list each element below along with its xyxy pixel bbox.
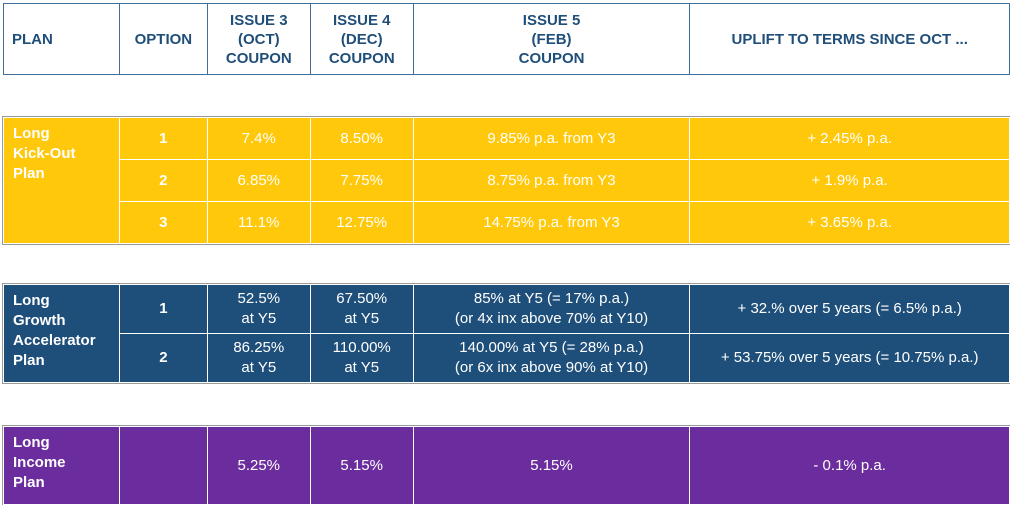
header-option: OPTION bbox=[118, 3, 208, 75]
table-row: 2 6.85% 7.75% 8.75% p.a. from Y3 + 1.9% … bbox=[4, 159, 1010, 202]
issue5-cell: 8.75% p.a. from Y3 bbox=[412, 159, 691, 202]
issue5-cell: 85% at Y5 (= 17% p.a.) (or 4x inx above … bbox=[412, 284, 691, 334]
issue3-cell: 11.1% bbox=[206, 201, 311, 244]
option-cell: 1 bbox=[118, 284, 208, 334]
table-row: Long Income Plan 5.25% 5.15% 5.15% - 0.1… bbox=[3, 426, 1010, 505]
uplift-cell: - 0.1% p.a. bbox=[689, 426, 1010, 505]
issue4-cell: 12.75% bbox=[309, 201, 414, 244]
table-row: Long Kick-Out Plan 1 7.4% 8.50% 9.85% p.… bbox=[3, 117, 1010, 244]
growth-plan-name: Long Growth Accelerator Plan bbox=[3, 284, 120, 383]
uplift-cell: + 53.75% over 5 years (= 10.75% p.a.) bbox=[689, 333, 1010, 383]
uplift-cell: + 32.% over 5 years (= 6.5% p.a.) bbox=[689, 284, 1010, 334]
issue4-cell: 8.50% bbox=[309, 117, 414, 160]
header-issue5: ISSUE 5 (FEB) COUPON bbox=[412, 3, 691, 75]
issue4-cell: 7.75% bbox=[309, 159, 414, 202]
issue5-cell: 14.75% p.a. from Y3 bbox=[412, 201, 691, 244]
income-plan-table: Long Income Plan 5.25% 5.15% 5.15% - 0.1… bbox=[2, 425, 1010, 505]
issue5-cell: 9.85% p.a. from Y3 bbox=[412, 117, 691, 160]
income-plan-name: Long Income Plan bbox=[3, 426, 120, 505]
header-issue3: ISSUE 3 (OCT) COUPON bbox=[206, 3, 311, 75]
option-cell: 2 bbox=[118, 333, 208, 383]
kickout-plan-name: Long Kick-Out Plan bbox=[3, 117, 120, 244]
header-plan: PLAN bbox=[3, 3, 120, 75]
issue3-cell: 6.85% bbox=[206, 159, 311, 202]
issue3-cell: 7.4% bbox=[206, 117, 311, 160]
uplift-cell: + 1.9% p.a. bbox=[689, 159, 1010, 202]
header-table: PLAN OPTION ISSUE 3 (OCT) COUPON ISSUE 4… bbox=[3, 3, 1010, 75]
table-row: 3 11.1% 12.75% 14.75% p.a. from Y3 + 3.6… bbox=[4, 201, 1010, 244]
uplift-cell: + 2.45% p.a. bbox=[689, 117, 1010, 160]
growth-plan-table: Long Growth Accelerator Plan 1 52.5% at … bbox=[2, 283, 1010, 384]
table-row: Long Growth Accelerator Plan 1 52.5% at … bbox=[3, 284, 1010, 383]
header-row: PLAN OPTION ISSUE 3 (OCT) COUPON ISSUE 4… bbox=[3, 3, 1010, 75]
table-row: 2 86.25% at Y5 110.00% at Y5 140.00% at … bbox=[4, 333, 1010, 383]
issue4-cell: 67.50% at Y5 bbox=[309, 284, 414, 334]
kickout-plan-table: Long Kick-Out Plan 1 7.4% 8.50% 9.85% p.… bbox=[2, 116, 1010, 245]
option-cell bbox=[118, 426, 208, 505]
option-cell: 1 bbox=[118, 117, 208, 160]
issue3-cell: 86.25% at Y5 bbox=[206, 333, 311, 383]
uplift-cell: + 3.65% p.a. bbox=[689, 201, 1010, 244]
option-cell: 3 bbox=[118, 201, 208, 244]
issue4-cell: 5.15% bbox=[309, 426, 414, 505]
option-cell: 2 bbox=[118, 159, 208, 202]
issue3-cell: 52.5% at Y5 bbox=[206, 284, 311, 334]
issue5-cell: 5.15% bbox=[412, 426, 691, 505]
issue5-cell: 140.00% at Y5 (= 28% p.a.) (or 6x inx ab… bbox=[412, 333, 691, 383]
header-uplift: UPLIFT TO TERMS SINCE OCT ... bbox=[689, 3, 1010, 75]
issue3-cell: 5.25% bbox=[206, 426, 311, 505]
header-issue4: ISSUE 4 (DEC) COUPON bbox=[309, 3, 414, 75]
issue4-cell: 110.00% at Y5 bbox=[309, 333, 414, 383]
